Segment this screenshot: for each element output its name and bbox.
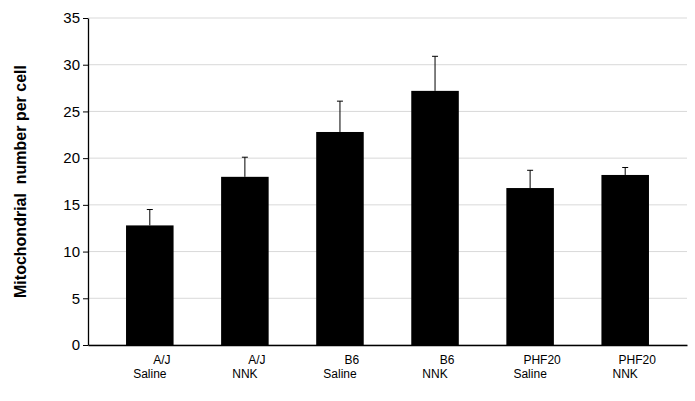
y-tick: 15 (63, 196, 88, 213)
x-tick-label: B6Saline (323, 353, 359, 381)
x-tick: B6NNK (422, 345, 454, 381)
y-tick-mark (83, 205, 88, 206)
x-tick-label-line: A/J (248, 353, 265, 367)
y-tick: 30 (63, 56, 88, 73)
x-tick-label: A/JSaline (133, 353, 170, 381)
y-tick-label: 15 (63, 196, 80, 213)
x-tick-label-line: Saline (513, 367, 547, 381)
y-tick: 25 (63, 103, 88, 120)
grid-line (88, 298, 687, 299)
error-line (530, 170, 531, 188)
error-line (149, 210, 150, 226)
bar (601, 175, 649, 345)
error-cap (337, 101, 343, 102)
y-tick-label: 20 (63, 149, 80, 166)
bar (126, 225, 174, 345)
bar (316, 132, 364, 345)
grid-line (88, 64, 687, 65)
y-tick-label: 35 (63, 9, 80, 26)
x-tick: PHF20Saline (513, 345, 561, 381)
x-tick-label-line: Saline (323, 367, 357, 381)
marks (126, 56, 649, 345)
y-tick-mark (83, 252, 88, 253)
y-tick-mark (83, 18, 88, 19)
x-tick-label-line: NNK (422, 367, 447, 381)
y-tick-label: 0 (72, 336, 80, 353)
bar (221, 177, 269, 345)
error-cap (622, 167, 628, 168)
y-tick-mark (83, 111, 88, 112)
y-tick: 5 (72, 290, 88, 307)
grid-line (88, 251, 687, 252)
error-cap (527, 170, 533, 171)
grid-line (88, 18, 687, 19)
y-tick: 20 (63, 149, 88, 166)
x-tick-label: PHF20Saline (513, 353, 561, 381)
x-tick-label-line: B6 (345, 353, 360, 367)
error-bar (432, 56, 438, 91)
error-bar (527, 170, 533, 188)
y-tick-mark (83, 345, 88, 346)
y-axis-title: Mitochondrial number per cell (12, 65, 29, 298)
grid-line (88, 204, 687, 205)
error-line (625, 167, 626, 174)
y-tick: 35 (63, 9, 88, 26)
x-tick-label-line: PHF20 (619, 353, 657, 367)
error-bar (337, 101, 343, 132)
x-axis-line (89, 345, 688, 346)
x-tick-label-line: NNK (232, 367, 257, 381)
error-bar (242, 157, 248, 177)
bar (411, 91, 459, 345)
error-cap (242, 157, 248, 158)
x-tick: PHF20NNK (613, 345, 657, 381)
error-cap (147, 209, 153, 210)
error-line (244, 157, 245, 177)
error-bar (622, 167, 628, 174)
chart: 05101520253035A/JSalineA/JNNKB6SalineB6N… (0, 0, 695, 401)
error-line (435, 56, 436, 91)
y-tick-mark (83, 65, 88, 66)
y-tick-label: 5 (72, 290, 80, 307)
y-tick-mark (83, 298, 88, 299)
y-tick-label: 25 (63, 103, 80, 120)
x-tick-label: B6NNK (422, 353, 454, 381)
x-axis: A/JSalineA/JNNKB6SalineB6NNKPHF20SalineP… (89, 345, 688, 381)
x-tick: A/JSaline (133, 345, 170, 381)
y-axis-line (88, 19, 89, 346)
grid-line (88, 111, 687, 112)
y-tick-label: 10 (63, 243, 80, 260)
plot: 05101520253035A/JSalineA/JNNKB6SalineB6N… (63, 9, 687, 381)
x-tick-label-line: NNK (613, 367, 638, 381)
x-tick-label-line: PHF20 (523, 353, 561, 367)
x-tick-label-line: B6 (440, 353, 455, 367)
y-tick: 0 (72, 336, 88, 353)
x-tick-label: A/JNNK (232, 353, 265, 381)
y-tick-mark (83, 158, 88, 159)
y-tick: 10 (63, 243, 88, 260)
grid (88, 18, 687, 345)
bar (506, 188, 554, 345)
x-tick: A/JNNK (232, 345, 265, 381)
error-cap (432, 56, 438, 57)
error-line (339, 101, 340, 132)
x-tick-label: PHF20NNK (613, 353, 657, 381)
x-tick-label-line: A/J (153, 353, 170, 367)
y-axis: 0 5 10 15 20 25 30 35 (63, 9, 88, 353)
y-tick-label: 30 (63, 56, 80, 73)
grid-line (88, 345, 687, 346)
x-tick-label-line: Saline (133, 367, 167, 381)
grid-line (88, 158, 687, 159)
x-tick: B6Saline (323, 345, 359, 381)
error-bar (147, 210, 153, 226)
